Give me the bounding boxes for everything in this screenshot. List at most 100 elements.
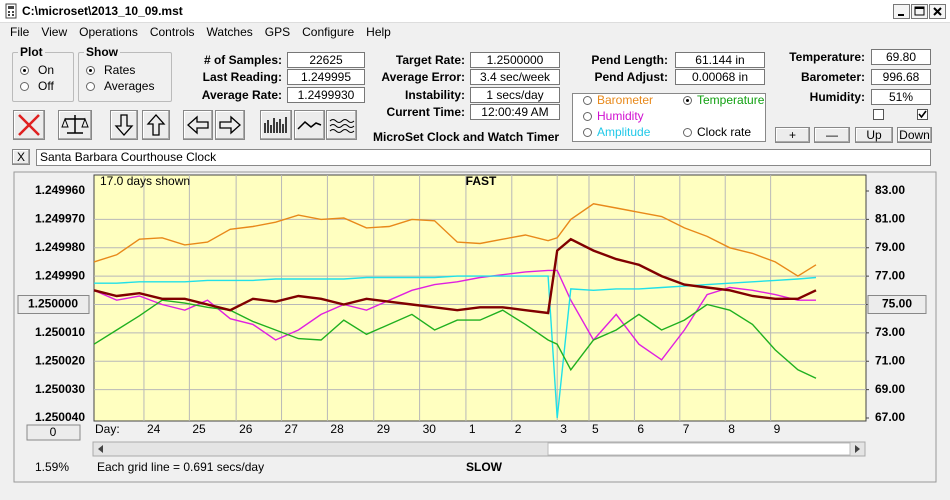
app-icon [5, 3, 17, 19]
series-radio[interactable] [583, 112, 592, 121]
field-value[interactable]: 1.2499930 [287, 87, 365, 103]
maximize-button[interactable] [911, 4, 928, 19]
series-line [93, 203, 817, 277]
checkbox[interactable] [917, 109, 928, 120]
left-button[interactable] [183, 110, 213, 140]
checkbox[interactable] [873, 109, 884, 120]
y2-tick-label: 73.00 [875, 325, 905, 339]
scroll-value-button[interactable] [26, 424, 81, 441]
x-tick-label: 29 [377, 422, 391, 436]
right-button[interactable] [215, 110, 245, 140]
y2-tick-label: 83.00 [875, 183, 905, 197]
y-tick-label: 1.250000 [28, 297, 78, 311]
up-button[interactable] [142, 110, 170, 140]
x-tick-label: 27 [285, 422, 299, 436]
x-axis-label: Day: [95, 422, 120, 436]
wave-view-button[interactable] [326, 110, 357, 140]
radio-button[interactable] [86, 82, 95, 91]
y2-tick-label: 77.00 [875, 268, 905, 282]
watch-close-button[interactable]: X [12, 149, 30, 165]
delete-button[interactable] [13, 110, 45, 140]
menu-item[interactable]: File [10, 25, 30, 39]
center-rate-button[interactable] [17, 295, 90, 314]
scroll-left-arrow [98, 445, 103, 453]
x-tick-label: 28 [330, 422, 344, 436]
plot-area [93, 174, 867, 422]
x-tick-label: 25 [192, 422, 206, 436]
field-value[interactable]: 51% [871, 89, 931, 105]
legend-label[interactable]: Clock rate [697, 125, 752, 139]
plot-group-label: Plot [18, 45, 45, 59]
field-label: Average Rate: [201, 88, 282, 102]
radio-label: On [38, 63, 55, 77]
field-value[interactable]: 996.68 [871, 69, 931, 85]
x-tick-label: 6 [637, 422, 644, 436]
field-label: Humidity: [809, 90, 865, 104]
line-view-button[interactable] [294, 110, 325, 140]
field-label: Temperature: [789, 50, 865, 64]
menu-item[interactable]: View [41, 25, 68, 39]
center-temp-button[interactable] [867, 295, 927, 314]
field-value[interactable]: 61.144 in [675, 52, 765, 68]
menu-item[interactable]: Watches [206, 25, 253, 39]
radio-button[interactable] [20, 66, 29, 75]
y2-tick-label: 81.00 [875, 212, 905, 226]
y-tick-label: 1.249990 [35, 268, 85, 282]
series-radio[interactable] [583, 128, 592, 137]
x-tick-label: 24 [147, 422, 161, 436]
legend-label[interactable]: Barometer [597, 93, 654, 107]
bars-view-button[interactable] [260, 110, 292, 140]
y-tick-label: 1.249960 [35, 183, 85, 197]
x-tick-label: 30 [423, 422, 437, 436]
field-value[interactable]: 0.00068 in [675, 69, 765, 85]
series-radio[interactable] [683, 128, 692, 137]
field-value[interactable]: 12:00:49 AM [470, 104, 560, 120]
y2-tick-label: 75.00 [882, 297, 912, 311]
title-bar: C:\microset\2013_10_09.mst [0, 0, 950, 23]
show-group [78, 52, 172, 102]
menu-item[interactable]: Controls [149, 25, 195, 39]
radio-label: Averages [104, 79, 155, 93]
control-button[interactable]: + [775, 127, 810, 143]
y2-tick-label: 79.00 [875, 240, 905, 254]
control-button[interactable]: Down [897, 127, 932, 143]
scrollbar-thumb[interactable] [547, 442, 851, 456]
x-tick-label: 3 [560, 422, 567, 436]
x-tick-label: 2 [515, 422, 522, 436]
series-radio[interactable] [583, 96, 592, 105]
y-tick-label: 1.250020 [35, 353, 85, 367]
legend-label[interactable]: Humidity [597, 109, 644, 123]
field-value[interactable]: 3.4 sec/week [470, 69, 560, 85]
radio-label: Off [38, 79, 54, 93]
field-value[interactable]: 1.2500000 [470, 52, 560, 68]
legend-label[interactable]: Temperature [697, 93, 765, 107]
series-line [93, 237, 817, 315]
radio-label: Rates [104, 63, 136, 77]
field-value[interactable]: 1.249995 [287, 69, 365, 85]
down-button[interactable] [110, 110, 138, 140]
legend-label[interactable]: Amplitude [597, 125, 651, 139]
series-radio[interactable] [683, 96, 692, 105]
field-value[interactable]: 1 secs/day [470, 87, 560, 103]
field-label: # of Samples: [203, 53, 282, 67]
balance-button[interactable] [58, 110, 92, 140]
series-line [93, 299, 817, 379]
grid-footnote: Each grid line = 0.691 secs/day [97, 460, 264, 474]
field-value[interactable]: 69.80 [871, 49, 931, 65]
radio-button[interactable] [86, 66, 95, 75]
chart: 1.249960 1.249970 1.249980 1.249990 1.250000… [13, 171, 937, 483]
radio-button[interactable] [20, 82, 29, 91]
field-label: Current Time: [386, 105, 465, 119]
close-button[interactable] [929, 4, 946, 19]
y-tick-label: 1.249970 [35, 212, 85, 226]
minimize-button[interactable] [893, 4, 910, 19]
control-button[interactable]: Up [855, 127, 893, 143]
menu-item[interactable]: GPS [264, 25, 291, 39]
menu-item[interactable]: Help [366, 25, 391, 39]
menu-item[interactable]: Operations [79, 25, 138, 39]
control-button[interactable]: — [814, 127, 850, 143]
series-selector [572, 93, 766, 142]
field-value[interactable]: 22625 [287, 52, 365, 68]
watch-name-field[interactable]: Santa Barbara Courthouse Clock [36, 149, 931, 166]
menu-item[interactable]: Configure [302, 25, 355, 39]
